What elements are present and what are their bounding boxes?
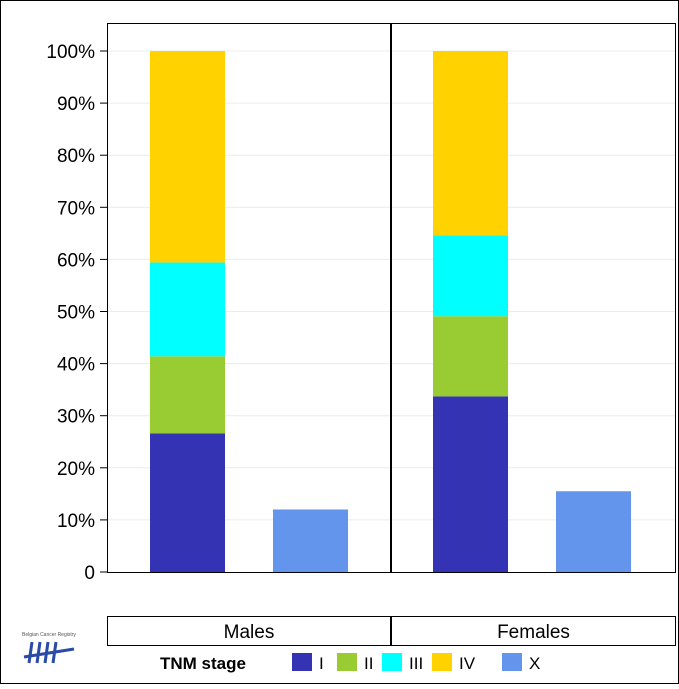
bar-females-stage-i — [433, 396, 508, 572]
bar-males-stage-iv — [150, 51, 225, 263]
bar-females-stage-ii — [433, 316, 508, 397]
legend-label: IV — [459, 654, 476, 673]
bar-females-stage-x — [556, 491, 631, 572]
legend-swatch — [337, 653, 357, 671]
logo-text: Belgian Cancer Registry — [22, 632, 76, 638]
legend-label: I — [319, 654, 324, 673]
panel-label-box — [391, 616, 676, 646]
bar-females-stage-iii — [433, 235, 508, 317]
bar-males-stage-iii — [150, 262, 225, 357]
y-tick-label: 10% — [57, 511, 95, 532]
legend-swatch — [292, 653, 312, 671]
bar-males-stage-x — [273, 509, 348, 572]
panel-label: Males — [224, 622, 275, 643]
bars — [150, 51, 631, 572]
legend-title: TNM stage — [160, 654, 246, 673]
y-tick-label: 70% — [57, 198, 95, 219]
panel-label: Females — [497, 622, 570, 643]
y-tick-label: 40% — [57, 355, 95, 376]
y-tick-label: 0 — [84, 563, 95, 584]
y-tick-label: 50% — [57, 303, 95, 324]
y-tick-label: 90% — [57, 94, 95, 115]
panel-label-box — [107, 616, 391, 646]
legend: TNM stage I II III IV X — [160, 653, 540, 673]
legend-label: III — [409, 654, 423, 673]
bar-males-stage-i — [150, 433, 225, 572]
legend-swatch — [382, 653, 402, 671]
legend-swatch — [432, 653, 452, 671]
y-tick-label: 80% — [57, 146, 95, 167]
y-tick-label: 30% — [57, 407, 95, 428]
y-axis: 0 10% 20% 30% 40% 50% 60% 70% 80% 90% 100% — [46, 42, 108, 584]
legend-swatch — [502, 653, 522, 671]
y-tick-label: 60% — [57, 250, 95, 271]
tally-marks-logo-icon — [23, 641, 75, 664]
legend-label: X — [529, 654, 540, 673]
y-tick-label: 20% — [57, 459, 95, 480]
bar-females-stage-iv — [433, 51, 508, 236]
y-tick-label: 100% — [46, 42, 95, 63]
logo: Belgian Cancer Registry — [22, 632, 76, 664]
legend-label: II — [364, 654, 373, 673]
bar-males-stage-ii — [150, 356, 225, 434]
panel-labels: Males Females — [107, 616, 676, 646]
